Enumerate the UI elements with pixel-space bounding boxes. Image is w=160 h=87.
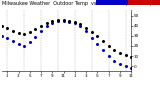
Text: Milwaukee Weather  Outdoor Temp  vs Wind Chill  (24 Hours): Milwaukee Weather Outdoor Temp vs Wind C… [2,1,151,6]
